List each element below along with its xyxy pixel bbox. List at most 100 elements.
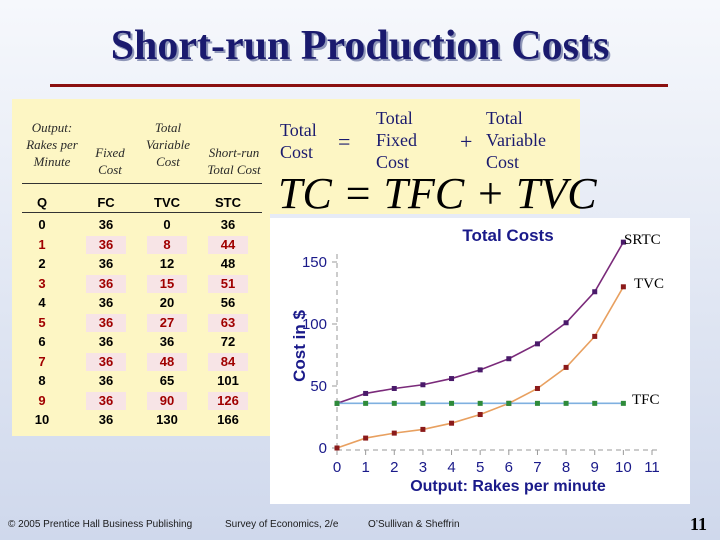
table-cell: 36 (86, 391, 126, 410)
eq-total-cost-line2: Cost (280, 142, 314, 162)
table-cell: 15 (147, 274, 187, 293)
cost-table: Output: Rakes per Minute Fixed Cost Tota… (12, 99, 270, 436)
data-point-srtc (534, 341, 540, 347)
data-point-srtc (420, 382, 426, 388)
eq-plus: + (460, 129, 473, 154)
footer-publisher: © 2005 Prentice Hall Business Publishing (8, 519, 193, 530)
y-axis-label: Cost in $ (290, 310, 309, 382)
data-point-srtc (363, 390, 369, 396)
x-tick-label: 10 (615, 459, 632, 476)
eq-total-cost: Total Cost (280, 119, 317, 163)
data-point-srtc (477, 367, 483, 373)
equation-panel: Total Cost = Total Fixed Cost + Total Va… (270, 99, 580, 214)
y-tick-label: 0 (319, 440, 327, 457)
eq-tvc-line3: Cost (486, 152, 520, 172)
data-point-tfc (334, 400, 340, 406)
table-row: 8 36 65 101 (12, 372, 270, 390)
data-point-srtc (449, 376, 455, 382)
x-tick-label: 2 (390, 459, 398, 476)
header-stc-line1: Short-run (208, 145, 260, 160)
table-cell: 36 (98, 373, 114, 388)
chart-axes: 0 50 100 150 0 1 2 3 4 5 6 7 8 9 10 11 (302, 254, 660, 476)
eq-tfc-line1: Total (376, 108, 413, 128)
table-cell: 36 (220, 217, 236, 232)
x-tick-label: 8 (562, 459, 570, 476)
table-row: 9 36 90 126 (12, 391, 270, 410)
data-point-srtc (391, 385, 397, 391)
title-divider (50, 84, 668, 87)
table-cell: 72 (220, 334, 236, 349)
data-point-srtc (592, 289, 598, 295)
table-cell: 20 (159, 295, 175, 310)
table-cell: 48 (147, 352, 187, 371)
table-cell: 84 (208, 352, 248, 371)
table-cell: 6 (38, 334, 46, 349)
table-row: 5 36 27 63 (12, 313, 270, 332)
header-output-line3: Minute (33, 154, 71, 169)
table-cell: 27 (147, 313, 187, 332)
table-cell: 12 (159, 256, 175, 271)
eq-total-fixed-cost: Total Fixed Cost (376, 107, 417, 173)
header-tvc-line2: Variable (145, 137, 191, 152)
header-tvc-line1: Total (154, 120, 182, 135)
header-fixed-line2: Cost (98, 162, 122, 177)
header-tvc-line3: Cost (156, 154, 180, 169)
table-cell: 0 (163, 217, 171, 232)
table-cell: 1 (38, 236, 46, 252)
cost-formula: TC = TFC + TVC (278, 169, 597, 218)
data-point-tfc (477, 400, 483, 406)
x-tick-label: 6 (505, 459, 513, 476)
table-cell: 48 (220, 256, 236, 271)
column-divider (22, 212, 262, 213)
data-point-tfc (620, 400, 626, 406)
eq-total-cost-line1: Total (280, 120, 317, 140)
label-tvc: TVC (634, 276, 664, 292)
table-cell: 56 (220, 295, 236, 310)
x-tick-label: 0 (333, 459, 341, 476)
table-cell: 90 (147, 391, 187, 410)
eq-total-variable-cost: Total Variable Cost (486, 107, 546, 173)
data-point-tfc (563, 400, 569, 406)
table-row: 7 36 48 84 (12, 352, 270, 371)
data-point-srtc (563, 320, 569, 326)
data-point-tvc (563, 364, 569, 370)
data-point-tfc (363, 400, 369, 406)
table-cell: 36 (159, 334, 175, 349)
slide-title: Short-run Production Costs (110, 23, 610, 69)
chart-panel (270, 218, 690, 504)
col-tvc: TVC (154, 195, 180, 210)
col-q: Q (36, 195, 48, 210)
table-row: 10 36 130 166 (12, 411, 270, 429)
table-cell: 36 (86, 313, 126, 332)
footer-book: Survey of Economics, 2/e (225, 519, 339, 530)
data-point-tvc (620, 284, 626, 290)
x-tick-label: 11 (644, 459, 660, 476)
table-cell: 36 (98, 334, 114, 349)
table-cell: 36 (98, 295, 114, 310)
table-cell: 101 (217, 373, 239, 388)
x-tick-label: 5 (476, 459, 484, 476)
table-cell: 36 (98, 217, 114, 232)
data-point-tvc (477, 412, 483, 418)
col-fc: FC (97, 195, 115, 210)
x-tick-label: 9 (591, 459, 599, 476)
table-cell: 130 (156, 412, 178, 427)
data-point-tvc (534, 385, 540, 391)
table-cell: 44 (208, 235, 248, 254)
table-cell: 36 (86, 274, 126, 293)
footer-authors: O’Sullivan & Sheffrin (368, 519, 460, 530)
table-cell: 5 (38, 314, 46, 330)
table-cell: 3 (38, 275, 46, 291)
data-point-tfc (506, 400, 512, 406)
table-row: 3 36 15 51 (12, 274, 270, 293)
table-cell: 7 (38, 353, 46, 369)
table-cell: 8 (147, 235, 187, 254)
eq-tfc-line3: Cost (376, 152, 410, 172)
table-cell: 0 (38, 217, 46, 232)
header-fixed-cost: Fixed Cost (88, 144, 132, 178)
data-point-srtc (506, 356, 512, 362)
header-tvc: Total Variable Cost (140, 119, 196, 170)
chart-series (334, 239, 626, 451)
table-cell: 65 (159, 373, 175, 388)
x-tick-label: 7 (533, 459, 541, 476)
